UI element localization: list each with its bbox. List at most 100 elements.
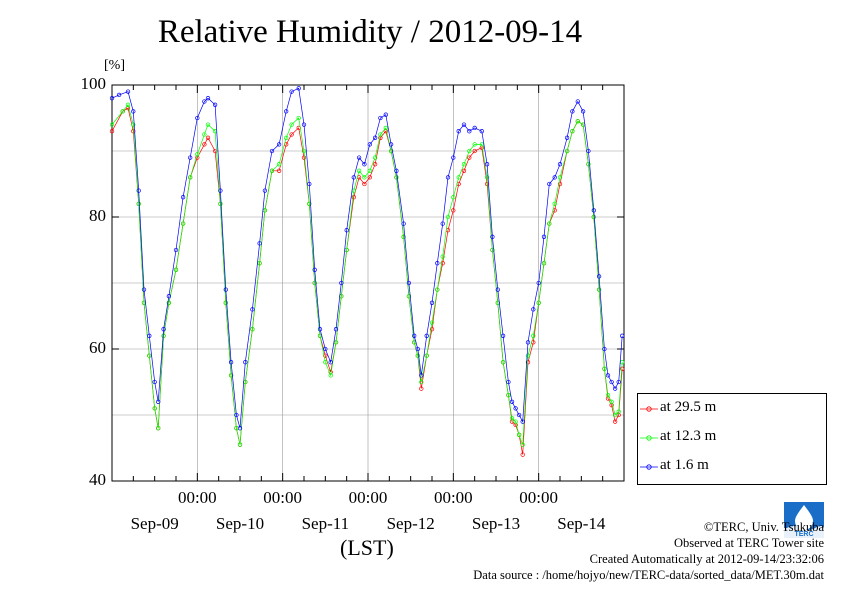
series-1: [109, 105, 625, 457]
data-point: [156, 426, 161, 431]
data-point: [356, 155, 362, 160]
legend-marker-blue-icon: [640, 464, 658, 470]
data-point: [609, 399, 614, 404]
data-point: [257, 241, 262, 246]
legend-label: at 29.5 m: [660, 399, 717, 415]
data-point: [367, 168, 372, 173]
y-tick-label: 60: [89, 338, 106, 357]
source-text: Data source : /home/hojyo/new/TERC-data/…: [473, 568, 824, 582]
data-point: [161, 327, 166, 332]
data-point: [328, 373, 333, 378]
data-point: [609, 379, 614, 385]
data-point: [467, 155, 472, 160]
data-point: [388, 148, 394, 154]
data-point: [147, 353, 152, 358]
data-point: [412, 333, 417, 338]
data-point: [388, 142, 394, 147]
data-point: [339, 280, 344, 286]
data-point: [351, 195, 356, 200]
data-point: [435, 261, 440, 266]
data-point: [552, 175, 557, 180]
data-point: [570, 129, 575, 134]
data-point: [166, 300, 172, 305]
data-point: [218, 188, 223, 193]
data-point: [580, 109, 586, 114]
x-time-label: 00:00: [177, 488, 217, 507]
data-point: [456, 175, 461, 180]
data-point: [323, 353, 328, 358]
data-point: [312, 267, 317, 272]
data-point: [575, 119, 580, 124]
data-point: [401, 221, 406, 226]
data-point: [307, 181, 312, 187]
x-date-label: Sep-10: [215, 514, 265, 533]
x-time-label: 00:00: [348, 488, 388, 507]
data-point: [564, 148, 570, 154]
data-point: [513, 419, 518, 424]
data-point: [536, 300, 541, 305]
data-point: [136, 188, 141, 193]
data-point: [506, 379, 511, 385]
data-point: [612, 412, 618, 418]
data-point: [467, 129, 472, 134]
data-point: [372, 162, 378, 167]
data-point: [467, 148, 472, 154]
data-point: [557, 175, 563, 180]
y-tick-label: 40: [89, 470, 106, 489]
data-point: [383, 125, 388, 131]
data-point: [456, 129, 461, 134]
data-point: [228, 360, 234, 365]
x-time-label: 00:00: [263, 488, 303, 507]
data-point: [296, 115, 301, 121]
data-point: [378, 115, 383, 121]
series-layer: [109, 86, 625, 457]
data-point: [312, 280, 317, 286]
data-point: [440, 221, 445, 226]
legend-item: at 1.6 m: [638, 454, 826, 482]
data-point: [612, 419, 618, 424]
data-point: [429, 320, 435, 325]
data-point: [367, 175, 372, 180]
data-point: [547, 181, 552, 187]
data-point: [383, 112, 388, 117]
x-time-label: 00:00: [433, 488, 473, 507]
data-point: [109, 96, 115, 101]
data-point: [262, 188, 268, 193]
data-point: [125, 102, 131, 107]
legend-item: at 29.5 m: [638, 396, 826, 424]
data-point: [616, 409, 621, 414]
data-point: [596, 274, 602, 279]
data-point: [596, 287, 602, 292]
data-point: [602, 346, 607, 352]
data-point: [243, 360, 248, 365]
copyright-text: ©TERC, Univ. Tsukuba: [703, 520, 824, 534]
data-point: [195, 152, 200, 157]
data-point: [166, 294, 172, 299]
data-point: [237, 426, 243, 431]
data-point: [445, 175, 451, 180]
data-point: [328, 360, 333, 365]
series-line: [111, 87, 623, 429]
data-point: [419, 386, 424, 391]
data-point: [605, 393, 611, 398]
data-point: [424, 333, 429, 338]
data-point: [419, 379, 424, 385]
data-point: [237, 442, 243, 447]
data-point: [557, 162, 563, 167]
data-point: [451, 155, 456, 160]
legend-marker-green-icon: [640, 435, 658, 441]
data-point: [575, 99, 580, 104]
data-point: [307, 201, 312, 206]
data-point: [218, 201, 223, 206]
data-point: [356, 168, 362, 173]
data-point: [141, 287, 147, 292]
data-point: [547, 221, 552, 226]
data-point: [120, 109, 125, 114]
data-point: [250, 307, 255, 312]
data-point: [591, 214, 596, 220]
data-point: [269, 168, 275, 173]
data-point: [195, 115, 200, 121]
data-point: [109, 122, 115, 127]
legend-marker-red-icon: [640, 406, 658, 412]
